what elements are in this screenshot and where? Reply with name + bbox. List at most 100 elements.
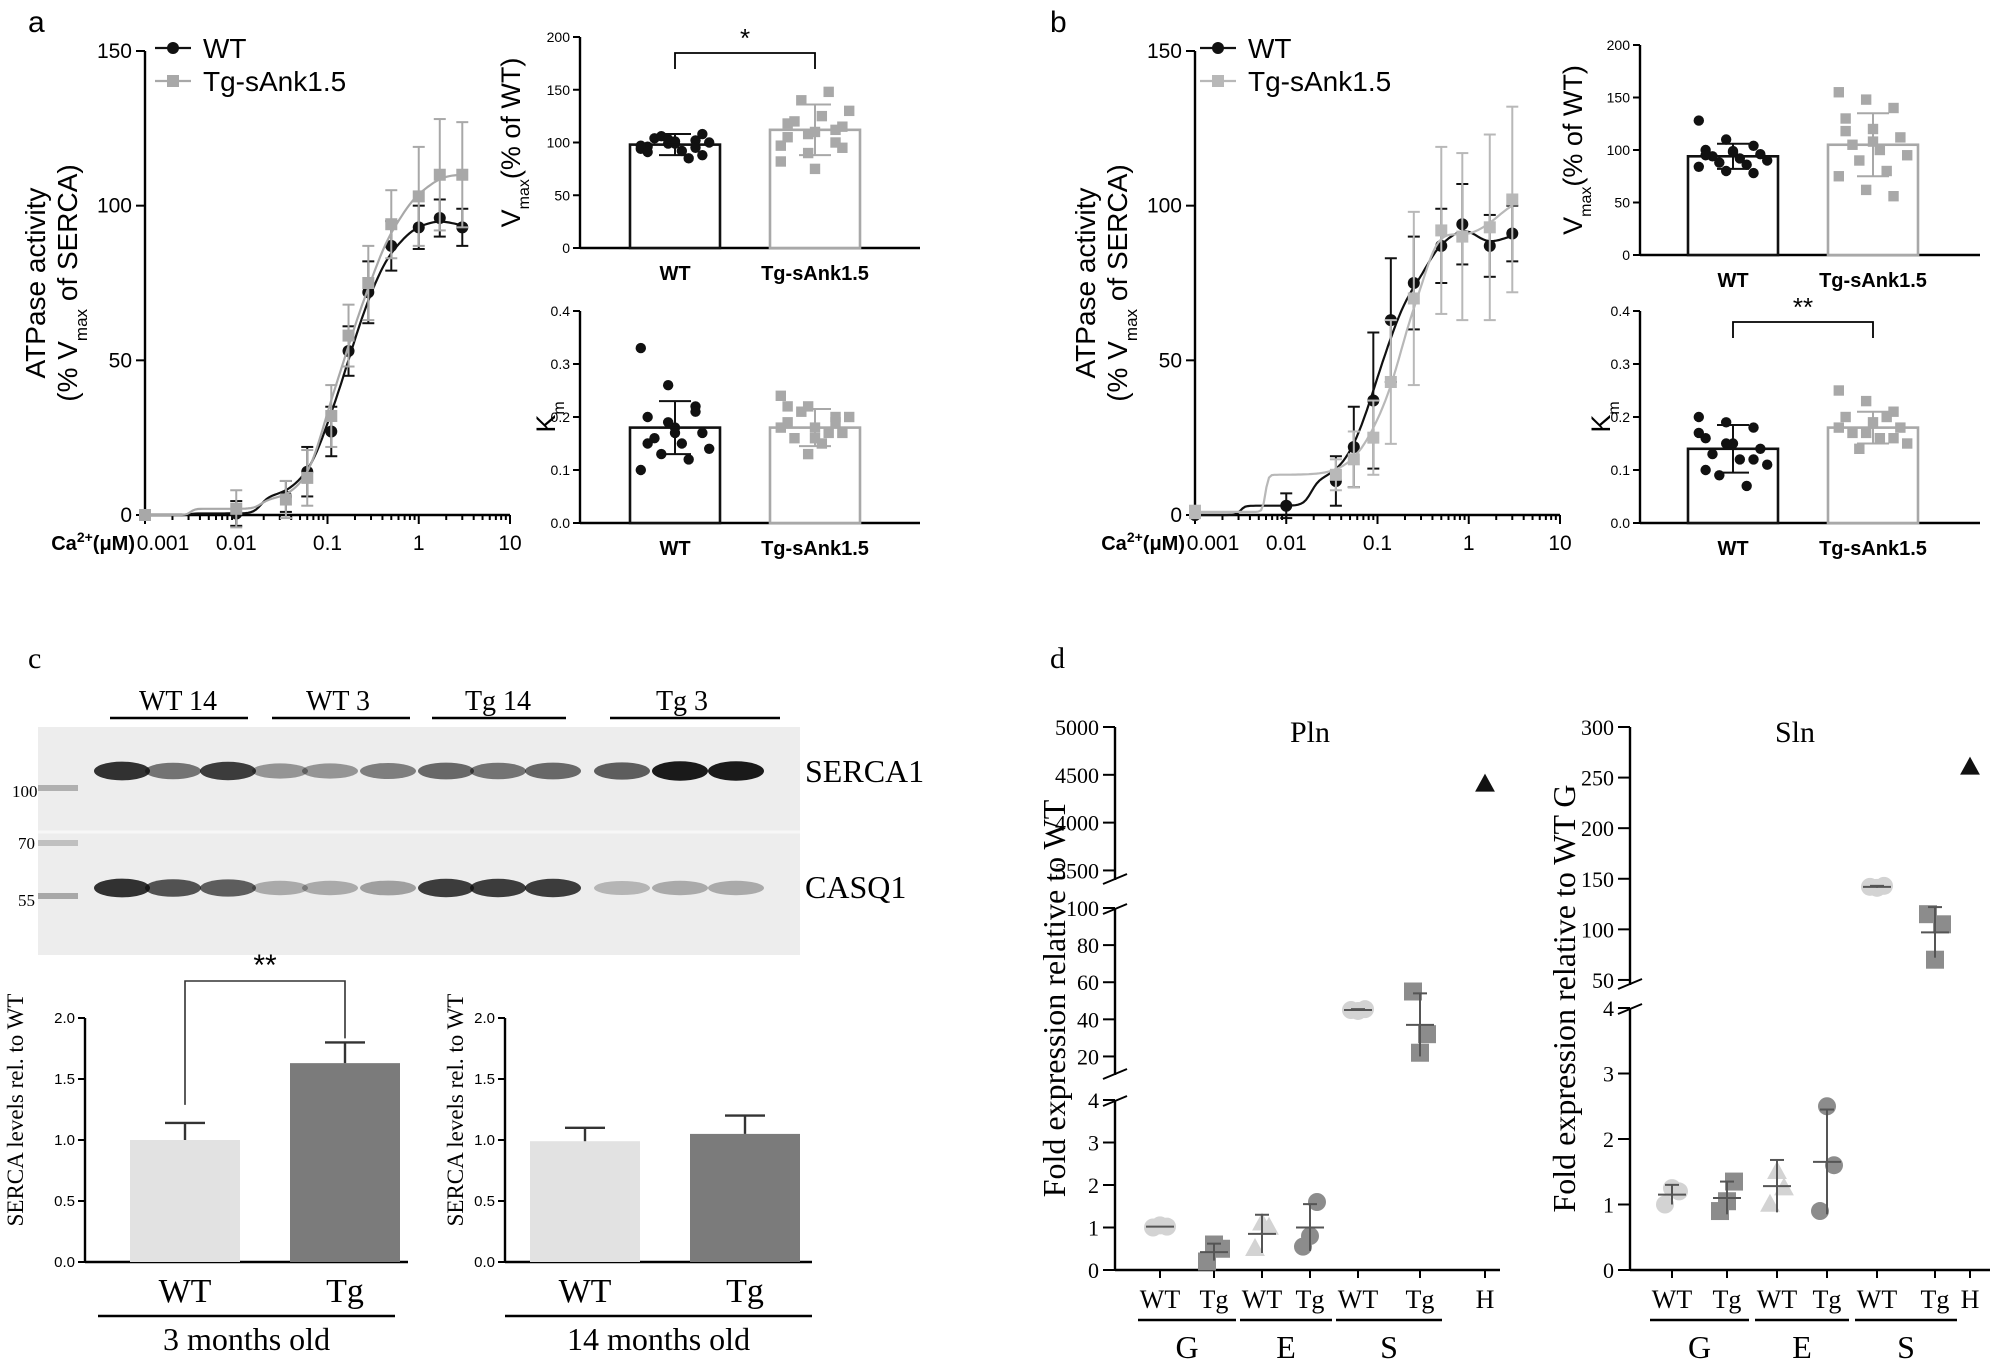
x-tick-label: Tg xyxy=(1296,1285,1325,1314)
y-tick-label: 1.5 xyxy=(54,1071,75,1088)
serca1-band xyxy=(652,761,708,781)
data-point xyxy=(1874,433,1886,444)
data-point xyxy=(642,146,653,158)
data-point xyxy=(1833,422,1844,433)
data-point xyxy=(301,471,314,484)
panel-c-3-months-chart: 0.0 0.5 1.0 1.5 2.0 SERCA levels rel. to WT WT… xyxy=(3,949,408,1357)
panel-label-a: a xyxy=(28,6,45,39)
y-tick-label: 2.0 xyxy=(54,1010,75,1027)
data-point xyxy=(642,411,653,423)
serca1-band xyxy=(525,762,581,780)
x-tick-label: 0.001 xyxy=(1187,532,1240,555)
data-point xyxy=(1874,144,1886,156)
data-point xyxy=(1734,454,1746,465)
y-axis-label: SERCA levels rel. to WT xyxy=(3,994,28,1227)
panel-b-curve-chart: 0 50 100 150 0.001 0.01 0.1 1 10 Ca2+(μM) ATPase a… xyxy=(1070,33,1572,555)
x-tick-label: Tg xyxy=(1406,1285,1435,1314)
data-point xyxy=(697,149,708,161)
data-point xyxy=(662,380,674,391)
data-point xyxy=(1860,395,1872,407)
panel-label-c: c xyxy=(28,642,41,675)
y-tick-label: 300 xyxy=(1581,715,1614,740)
data-point xyxy=(1888,191,1899,202)
data-point xyxy=(1833,171,1844,182)
lane-group-wt3: WT 3 xyxy=(306,686,370,717)
y-tick-label: 50 xyxy=(1159,349,1182,372)
y-tick-label: 2 xyxy=(1603,1127,1614,1152)
data-point xyxy=(412,190,425,203)
data-point xyxy=(802,448,814,460)
x-tick-label: 0.1 xyxy=(1363,532,1392,555)
y-tick-label: 150 xyxy=(97,40,132,63)
y-tick-label: 40 xyxy=(1077,1007,1099,1032)
y-tick-label: 150 xyxy=(1581,867,1614,892)
data-point xyxy=(1755,149,1766,160)
data-point xyxy=(823,427,834,439)
x-tick-label: WT xyxy=(1652,1285,1693,1314)
y-tick-label: 60 xyxy=(1077,970,1099,995)
ladder-band-55 xyxy=(38,893,78,899)
axis-break-mark xyxy=(1102,873,1128,885)
casq1-band xyxy=(594,881,650,895)
y-tick-label: 1.0 xyxy=(54,1132,75,1149)
data-point xyxy=(704,137,715,148)
data-point xyxy=(775,156,786,167)
data-point xyxy=(385,218,398,231)
data-point xyxy=(1707,448,1718,460)
data-point xyxy=(1888,406,1899,417)
x-tick-label: 0.01 xyxy=(216,532,257,555)
data-point xyxy=(1475,773,1495,792)
panel-label-b: b xyxy=(1050,6,1067,39)
data-point xyxy=(782,417,793,428)
data-point xyxy=(1854,443,1865,454)
y-tick-label: 0.0 xyxy=(474,1254,495,1271)
band-label-casq1: CASQ1 xyxy=(805,869,906,905)
serca1-band xyxy=(200,761,256,781)
serca1-band xyxy=(145,762,201,780)
data-point xyxy=(1384,375,1397,388)
data-point xyxy=(775,390,786,401)
data-point xyxy=(830,137,841,148)
significance-bracket xyxy=(674,52,816,69)
data-point xyxy=(1840,411,1851,423)
data-point xyxy=(1881,411,1892,423)
y-tick-label: 3 xyxy=(1088,1131,1099,1156)
y-tick-label: 0 xyxy=(1170,504,1182,527)
x-tick-label: Tg xyxy=(726,1273,764,1310)
data-point xyxy=(1700,464,1711,476)
legend-label: Tg-sAnk1.5 xyxy=(1248,66,1391,97)
data-point xyxy=(1741,480,1752,492)
y-axis-label: Km xyxy=(1586,401,1623,432)
data-point xyxy=(1860,184,1872,196)
data-point xyxy=(1933,915,1951,934)
data-point xyxy=(342,329,355,342)
x-tick-label: 1 xyxy=(413,532,425,555)
data-point xyxy=(1919,905,1937,924)
y-axis-label-line1: ATPase activity xyxy=(20,188,51,379)
significance-bracket xyxy=(1732,321,1874,338)
y-tick-label: 5000 xyxy=(1055,715,1099,740)
axis-break-mark xyxy=(1102,903,1128,915)
data-point xyxy=(635,464,646,476)
x-tick-label: H xyxy=(1961,1285,1980,1314)
x-tick-label: 0.01 xyxy=(1266,532,1307,555)
group-label: G xyxy=(1688,1329,1711,1365)
data-point xyxy=(789,116,800,127)
data-point xyxy=(1888,433,1899,444)
data-point xyxy=(1902,438,1913,449)
x-tick-label: WT xyxy=(1717,270,1748,292)
data-point xyxy=(1748,167,1759,179)
data-point xyxy=(1811,1202,1829,1221)
y-axis-label: Fold expression relative to WT xyxy=(1036,799,1072,1197)
y-tick-label: 150 xyxy=(547,82,571,98)
panel-a-km-chart: 0.0 0.1 0.2 0.3 0.4 Km WT Tg-sAnk1.5 xyxy=(531,303,920,560)
x-tick-label: Tg-sAnk1.5 xyxy=(761,263,869,285)
data-point xyxy=(1670,1182,1688,1201)
data-point xyxy=(775,140,786,151)
data-point xyxy=(1748,422,1759,433)
serca1-band xyxy=(418,762,474,780)
data-point xyxy=(1693,161,1705,172)
axis-break-mark xyxy=(1617,1003,1643,1015)
x-tick-label: WT xyxy=(659,263,690,285)
bar xyxy=(290,1063,400,1262)
